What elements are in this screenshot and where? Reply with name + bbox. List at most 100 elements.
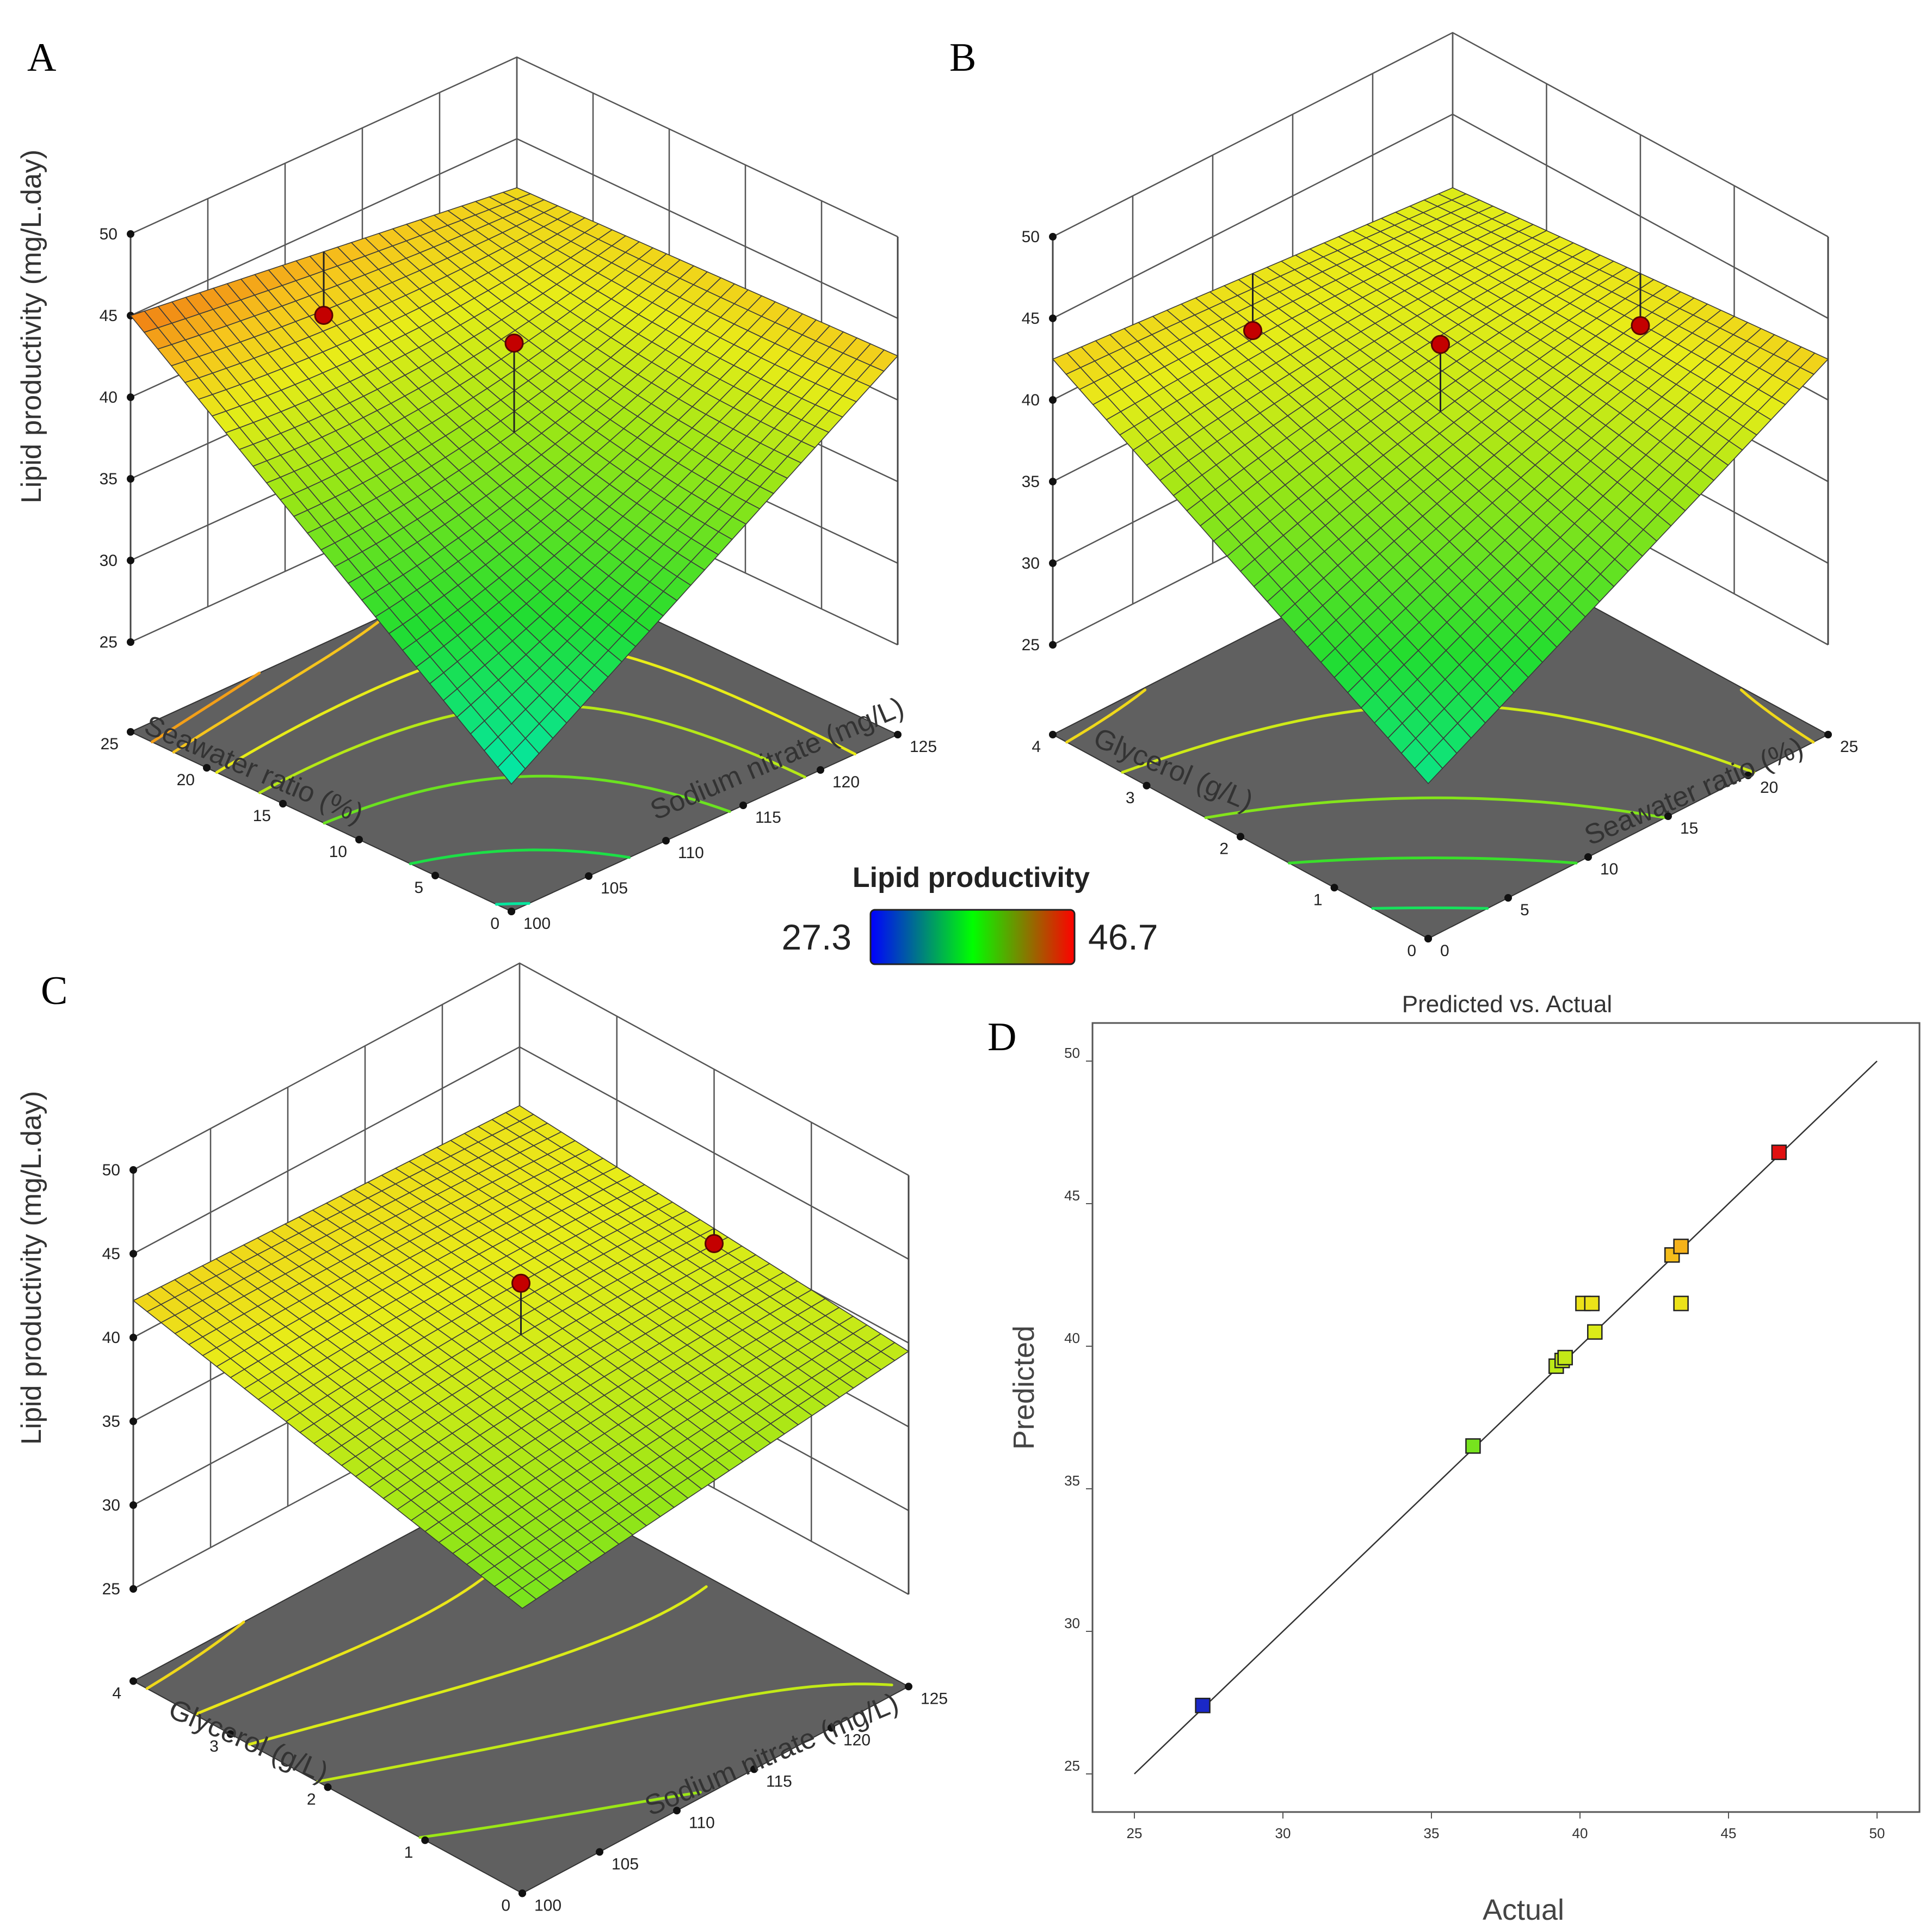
x-tick-label: 45 [1721,1825,1737,1841]
y-tick-label: 40 [1064,1330,1080,1346]
z-tick-label: 25 [102,1580,120,1598]
left-axis-tick-label: 25 [101,735,119,753]
left-axis-tick-dot [1143,781,1151,790]
floor-contour-line [316,1683,893,1783]
right-axis-tick-dot [1744,772,1752,779]
design-point [1631,316,1650,335]
left-axis-tick-label: 15 [253,807,271,825]
colorbar-legend: Lipid productivity 27.3 46.7 [782,862,1158,965]
scatter-point [1587,1324,1603,1340]
z-tick-label: 35 [102,1413,120,1431]
z-tick-dot [129,1166,137,1174]
z-tick-label: 50 [1022,228,1040,246]
y-tick-label: 30 [1064,1615,1080,1631]
z-tick-dot [1049,641,1057,649]
right-axis-tick-dot [1664,812,1672,820]
right-axis-tick-dot [894,731,902,738]
right-axis-tick-dot [662,837,670,845]
floor-contour-line [1065,688,1815,744]
surface-cell [508,1587,537,1609]
right-axis-tick-label: 120 [832,773,860,791]
z-tick-dot [1049,315,1057,322]
scatter-point [1664,1247,1680,1263]
left-axis-tick-dot [421,1836,429,1844]
z-tick-dot [129,1418,137,1425]
z-tick-label: 40 [100,389,118,406]
floor-contour-line [1287,856,1578,865]
right-axis-tick-dot [1504,894,1512,902]
right-axis-tick-dot [596,1848,603,1856]
design-point [511,1273,530,1293]
z-tick-dot [1049,396,1057,404]
left-axis-tick-label: 0 [501,1896,510,1914]
scatter-point [1465,1438,1481,1454]
scatter-y-label: Predicted [1008,1326,1040,1450]
left-axis-tick-label: 0 [490,915,499,933]
right-axis-tick-dot [828,1724,835,1732]
z-axis-label-a: Lipid productivity (mg/L.day) [16,150,47,503]
z-tick-dot [129,1334,137,1341]
left-axis-tick-dot [127,728,134,736]
floor-contour-line [418,1791,702,1839]
colorbar-max-label: 46.7 [1088,917,1158,957]
design-point [705,1234,724,1253]
y-tick-label: 25 [1064,1758,1080,1774]
right-axis-tick-dot [585,872,592,880]
scatter-x-label: Actual [1483,1894,1564,1926]
scatter-point [1673,1238,1689,1254]
z-axis-label-c: Lipid productivity (mg/L.day) [16,1091,47,1445]
x-tick-label: 30 [1275,1825,1291,1841]
y-tick-label: 50 [1064,1045,1080,1061]
colorbar-gradient [869,909,1076,965]
surface-mesh [1052,187,1829,785]
left-axis-tick-label: 4 [112,1684,121,1702]
scatter-title: Predicted vs. Actual [1402,991,1612,1018]
left-axis-tick-label: 3 [209,1737,219,1755]
z-tick-label: 40 [1022,391,1040,409]
floor-contour-line [1204,796,1667,819]
surface-plot-a: A Lipid productivity (mg/L.day) 25 30 35 40… [16,35,937,933]
left-axis-tick-dot [431,872,439,879]
left-axis-tick-label: 1 [1313,891,1323,909]
z-tick-dot [129,1585,137,1593]
floor-contour-line [248,1585,708,1746]
y-tick-label: 35 [1064,1472,1080,1489]
right-axis-tick-label: 100 [534,1896,561,1914]
right-axis-tick-dot [519,1889,526,1897]
right-axis-tick-label: 25 [1840,738,1858,756]
scatter-plot-d: D Predicted vs. Actual Actual Predicted … [987,991,1921,1926]
z-tick-dot [1049,559,1057,567]
x-tick-label: 35 [1424,1825,1440,1841]
left-axis-tick-dot [279,800,287,808]
right-axis-tick-label: 10 [1600,860,1618,878]
surface-mesh [132,1105,910,1609]
right-axis-tick-dot [1424,935,1432,942]
design-point [504,334,524,353]
floor-contour-line [409,848,631,865]
x-tick-label: 25 [1127,1825,1143,1841]
surface-3d-c: 25303540455001234100105110115120125Glyce… [102,962,948,1914]
z-tick-dot [129,1501,137,1509]
right-axis-tick-label: 5 [1520,901,1529,919]
left-axis-tick-label: 10 [329,843,347,861]
floor-contour-line [495,902,530,906]
z-tick-label: 50 [100,225,118,243]
right-axis-tick-label: 110 [678,844,704,862]
right-axis-tick-label: 20 [1760,779,1778,797]
right-axis-tick-dot [508,908,515,915]
panel-letter-b: B [949,35,976,80]
left-axis-tick-label: 2 [1219,840,1229,858]
left-axis-tick-dot [355,836,363,843]
right-axis-tick-dot [1824,731,1832,738]
scatter-point [1771,1144,1787,1160]
left-axis-tick-dot [226,1730,234,1738]
right-axis-tick-label: 115 [766,1772,792,1790]
z-tick-label: 45 [100,307,118,325]
left-axis-tick-dot [1237,833,1244,841]
colorbar-min-label: 27.3 [782,917,851,957]
right-axis-tick-label: 15 [1680,819,1698,837]
z-tick-label: 45 [102,1245,120,1263]
z-tick-label: 35 [100,470,118,488]
right-axis-tick-label: 105 [601,879,628,897]
